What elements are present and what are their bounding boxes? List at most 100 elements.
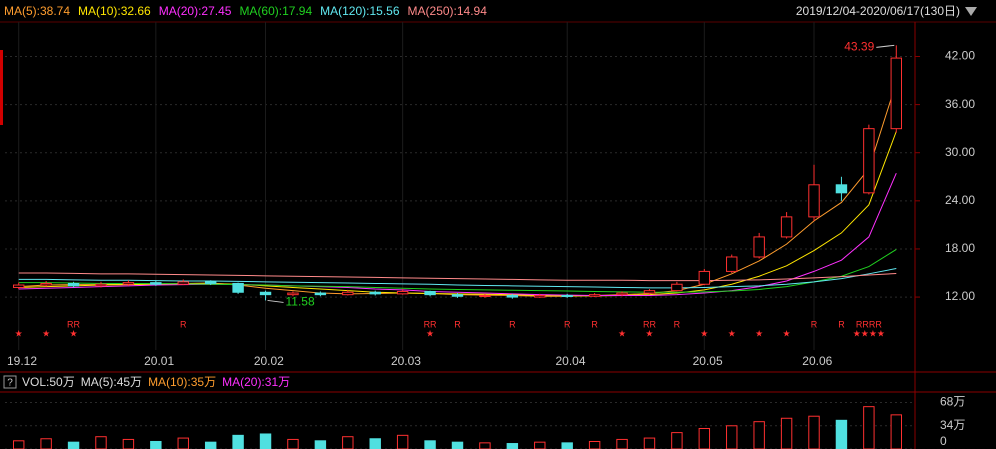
min-annotation: 11.58 [286, 295, 315, 309]
candle-body [616, 292, 628, 296]
volume-bar [698, 428, 711, 449]
volume-bar [150, 440, 162, 449]
side-bar [0, 50, 3, 125]
candle-body [643, 290, 656, 294]
star-flag: ★ [700, 328, 708, 338]
candle-body [863, 128, 875, 194]
candle-body [13, 284, 25, 288]
candle-body [259, 291, 272, 296]
candle-body [698, 270, 711, 285]
volume-bar [671, 432, 683, 449]
ma-line [18, 82, 897, 297]
x-tick-label: 20.03 [391, 354, 421, 368]
y-tick-label: 30.00 [945, 145, 975, 159]
volume-bar [122, 438, 135, 449]
volume-bar [863, 406, 875, 449]
volume-bar [890, 414, 902, 449]
volume-bar [753, 421, 765, 449]
candle-body [314, 292, 327, 296]
volume-legend-entry: VOL:50万 [22, 375, 75, 389]
volume-legend-entry: MA(20):31万 [222, 375, 290, 389]
legend-entry: MA(120):15.56 [320, 4, 400, 18]
volume-bar [314, 440, 327, 449]
candle-body [204, 281, 217, 284]
y-tick-label: 68万 [940, 395, 965, 409]
y-tick-label: 42.00 [945, 49, 975, 63]
star-flag: ★ [618, 328, 626, 338]
volume-bar [396, 434, 409, 449]
star-flag: ★★★★ [853, 328, 885, 338]
volume-bar [643, 437, 656, 449]
y-tick-label: 24.00 [945, 193, 975, 207]
volume-bar [588, 440, 601, 449]
volume-bar [13, 440, 25, 449]
star-flag: ★ [755, 328, 763, 338]
candle-body [835, 184, 848, 194]
x-tick-label: 20.06 [802, 354, 832, 368]
candle-body [67, 282, 80, 287]
r-flag: R [180, 319, 187, 329]
volume-bar [67, 441, 80, 449]
legend: MA(5):38.74 MA(10):32.66 MA(20):27.45 MA(60… [4, 4, 487, 18]
legend-entry: MA(250):14.94 [408, 4, 488, 18]
ma-line [18, 268, 897, 289]
volume-bar [287, 438, 299, 449]
candle-body [122, 282, 135, 285]
candle-body [780, 216, 793, 238]
r-flag: RR [67, 319, 80, 329]
legend-entry: MA(60):17.94 [239, 4, 312, 18]
candle-body [232, 282, 244, 293]
r-flag: RR [643, 319, 656, 329]
ma-line [18, 172, 897, 296]
candle-body [506, 294, 519, 298]
volume-bar [835, 419, 848, 449]
legend-entry: MA(20):27.45 [159, 4, 232, 18]
candle-body [808, 184, 820, 218]
volume-bar [95, 436, 107, 449]
candle-body [287, 292, 299, 296]
x-tick-label: 20.05 [693, 354, 723, 368]
candle-body [534, 294, 546, 298]
volume-bar [780, 417, 793, 449]
r-flag: R [838, 319, 845, 329]
star-flag: ★ [783, 328, 791, 338]
dropdown[interactable] [965, 7, 977, 16]
volume-legend-entry: MA(5):45万 [81, 375, 142, 389]
volume-bar [506, 443, 519, 449]
volume-bar [369, 438, 381, 449]
volume-bar [204, 441, 217, 449]
candle-body [588, 294, 601, 297]
x-tick-label: 20.04 [555, 354, 585, 368]
volume-bar [451, 441, 464, 449]
r-flag: R [674, 319, 681, 329]
candle-body [890, 57, 902, 130]
volume-bar [424, 440, 436, 449]
x-tick-label: 20.02 [254, 354, 284, 368]
x-tick-label: 19.12 [7, 354, 37, 368]
star-flag: ★ [426, 328, 434, 338]
candle-body [177, 281, 189, 285]
r-flag: R [591, 319, 598, 329]
volume-bar [479, 442, 491, 449]
r-flag: R [811, 319, 818, 329]
candle-body [95, 283, 107, 287]
y-tick-label: 34万 [940, 418, 965, 432]
volume-bar [561, 442, 573, 449]
volume-bar [259, 433, 272, 449]
annotation-arrow [876, 44, 895, 48]
r-flag: R [509, 319, 516, 329]
r-flag: RRRR [856, 319, 882, 329]
legend-entry: MA(5):38.74 [4, 4, 70, 18]
candle-body [726, 256, 738, 272]
star-flag: ★ [728, 328, 736, 338]
annotation-arrow [267, 299, 284, 303]
y-tick-label: 18.00 [945, 241, 975, 255]
r-flag: R [564, 319, 571, 329]
ma-line [18, 249, 897, 293]
candle-body [451, 294, 464, 297]
date-range: 2019/12/04-2020/06/17(130日) [796, 4, 960, 18]
ma-line [18, 272, 897, 282]
volume-bar [808, 415, 820, 449]
help-icon[interactable] [3, 375, 17, 389]
volume-bar [342, 436, 354, 449]
